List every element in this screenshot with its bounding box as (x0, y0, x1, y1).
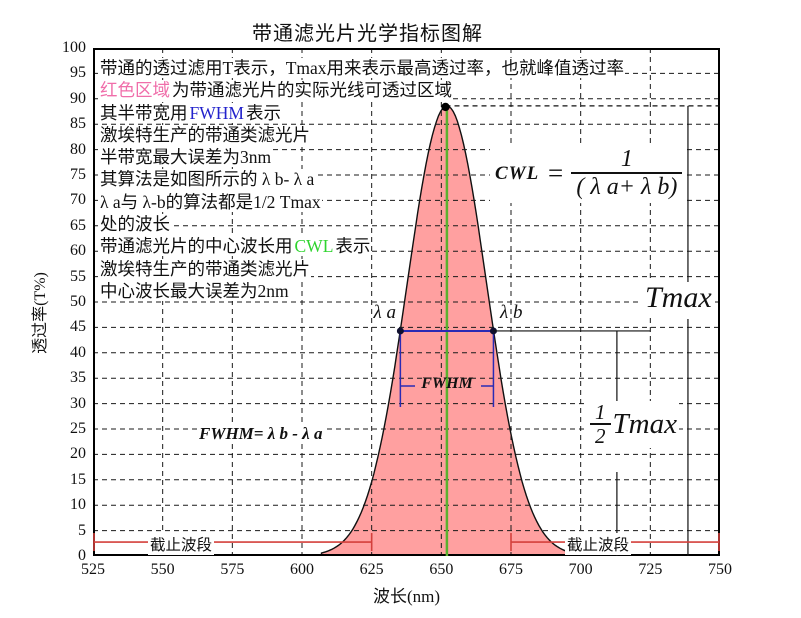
explanation-line: 激埃特生产的带通类滤光片 (99, 124, 625, 146)
half-tmax-numerator: 1 (595, 400, 606, 424)
y-tick-label: 75 (70, 166, 86, 183)
y-tick-label: 55 (70, 267, 86, 285)
y-tick-label: 50 (70, 293, 86, 310)
explanation-segment: 为带通滤光片的实际光线可透过区域 (171, 80, 453, 101)
plot-area (93, 48, 720, 556)
y-tick-label: 65 (70, 216, 86, 234)
y-tick-label: 0 (78, 547, 86, 564)
explanation-segment: 处的波长 (99, 214, 171, 235)
y-tick-label: 95 (70, 64, 86, 82)
cutoff-band-label-left: 截止波段 (148, 533, 215, 555)
explanation-line: 其半带宽用 FWHM 表示 (99, 102, 625, 124)
explanation-segment: 中心波长最大误差为2nm (99, 280, 290, 301)
lambda-a-marker (396, 327, 404, 335)
x-axis-title: 波长(nm) (372, 587, 441, 606)
half-tmax-label: 1 2 Tmax (588, 401, 679, 449)
cwl-formula-equals: = (546, 158, 565, 189)
explanation-line: 其算法是如图所示的 λ b- λ a (99, 168, 625, 190)
peak-marker (441, 102, 450, 112)
y-tick-label: 15 (70, 470, 86, 488)
y-tick-label: 20 (70, 445, 86, 463)
y-tick-label: 80 (70, 140, 86, 158)
y-tick-label: 35 (70, 369, 86, 387)
x-tick-label: 725 (638, 561, 663, 578)
plot-frame (93, 48, 720, 556)
explanation-line: 带通滤光片的中心波长用 CWL 表示 (99, 235, 625, 257)
fwhm-formula: FWHM= λ b - λ a (197, 424, 325, 444)
cwl-formula: CWL = 1 ( λ a+ λ b) (490, 145, 688, 203)
y-tick-label: 45 (70, 318, 86, 336)
explanation-segment: CWL (293, 236, 335, 257)
x-tick-label: 650 (429, 561, 454, 578)
y-tick-label: 40 (70, 343, 86, 361)
chart-title: 带通滤光片光学指标图解 (252, 23, 483, 45)
tmax-label: Tmax (642, 282, 715, 314)
x-tick-label: 625 (359, 561, 384, 578)
y-tick-label: 100 (62, 39, 86, 56)
explanation-text-block: 带通的透过滤用T表示，Tmax用来表示最高透过率，也就峰值透过率 红色区域 为带通滤… (99, 57, 626, 302)
y-tick-label: 30 (70, 394, 86, 412)
explanation-segment: FWHM (188, 102, 245, 123)
lambda-a-label: λ a (373, 302, 396, 323)
y-tick-label: 25 (70, 420, 86, 437)
explanation-segment: 带通的透过滤用T表示，Tmax用来表示最高透过率，也就峰值透过率 (99, 58, 626, 78)
cwl-formula-denominator: ( λ a+ λ b) (571, 172, 683, 200)
explanation-segment: 表示 (244, 102, 282, 123)
y-tick-label: 85 (70, 115, 86, 133)
cwl-formula-lhs: CWL (495, 162, 540, 184)
explanation-segment: 激埃特生产的带通类滤光片 (99, 258, 311, 279)
cwl-formula-numerator: 1 (620, 146, 633, 172)
y-tick-label: 90 (70, 89, 86, 107)
explanation-line: 处的波长 (99, 213, 625, 235)
y-tick-label: 60 (70, 242, 86, 260)
y-tick-label: 70 (70, 191, 86, 209)
explanation-line: 带通的透过滤用T表示，Tmax用来表示最高透过率，也就峰值透过率 (99, 57, 626, 79)
cutoff-band-label-right: 截止波段 (565, 533, 632, 555)
x-tick-label: 550 (150, 561, 175, 578)
explanation-line: 半带宽最大误差为3nm (99, 146, 625, 168)
x-tick-label: 675 (499, 561, 523, 578)
explanation-segment: 其半带宽用 (99, 102, 189, 123)
explanation-segment: 红色区域 (99, 80, 171, 101)
explanation-segment: 其算法是如图所示的 λ b- λ a (99, 169, 316, 190)
explanation-line: λ a与 λ-b的算法都是1/2 Tmax (99, 191, 625, 213)
x-tick-label: 600 (290, 561, 314, 578)
explanation-line: 中心波长最大误差为2nm (99, 280, 625, 302)
y-tick-label: 5 (78, 521, 86, 539)
explanation-segment: 半带宽最大误差为3nm (99, 147, 273, 168)
explanation-segment: 表示 (334, 236, 372, 257)
half-tmax-word: Tmax (612, 408, 677, 441)
x-tick-label: 575 (220, 561, 245, 578)
explanation-line: 激埃特生产的带通类滤光片 (99, 258, 625, 280)
lambda-b-label: λ b (500, 302, 523, 323)
fwhm-dimension-label: FWHM (421, 375, 473, 392)
y-tick-label: 10 (70, 496, 86, 514)
explanation-line: 红色区域 为带通滤光片的实际光线可透过区域 (99, 79, 625, 101)
explanation-segment: λ a与 λ-b的算法都是1/2 Tmax (99, 191, 322, 212)
explanation-segment: 带通滤光片的中心波长用 (99, 236, 294, 257)
x-tick-label: 750 (708, 561, 732, 578)
explanation-segment: 激埃特生产的带通类滤光片 (99, 124, 311, 145)
cwl-formula-fraction: 1 ( λ a+ λ b) (571, 146, 683, 201)
x-tick-label: 525 (81, 561, 105, 578)
x-tick-label: 700 (568, 561, 593, 578)
half-tmax-denominator: 2 (590, 423, 611, 448)
half-tmax-fraction: 1 2 (590, 401, 611, 448)
